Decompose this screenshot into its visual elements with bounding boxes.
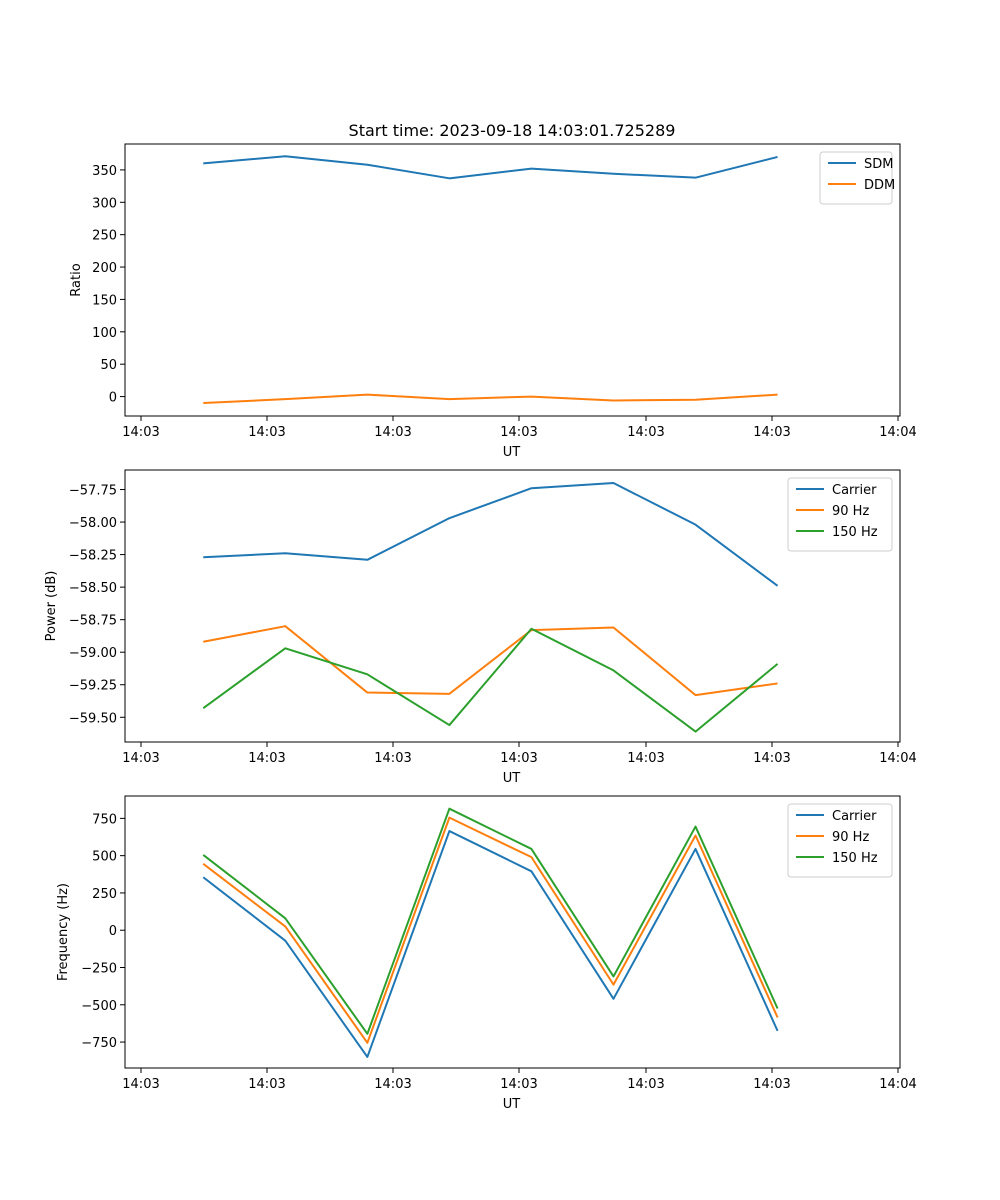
y-tick-label: −59.50 [69, 711, 117, 726]
subplot-1: 14:03 14:03 14:03 14:03 14:03 14:03 14:04 0 50 10… [69, 143, 917, 460]
y-tick-label: 350 [92, 164, 117, 179]
figure-title: Start time: 2023-09-18 14:03:01.725289 [349, 121, 676, 140]
x-tick-label: 14:04 [879, 1077, 916, 1092]
y-tick-label: 750 [92, 812, 117, 827]
y-tick-label: −57.75 [69, 484, 117, 499]
y-axis-label: Ratio [69, 263, 84, 296]
x-tick-label: 14:04 [879, 751, 916, 766]
y-tick-label: −250 [81, 961, 117, 976]
plot-area [125, 144, 900, 416]
series-line-90-hz [203, 625, 778, 697]
series-line-150-hz [202, 807, 779, 1035]
x-axis-label: UT [503, 771, 521, 786]
series-line-90-hz [202, 816, 779, 1044]
legend: Carrier 90 Hz 150 Hz [787, 477, 893, 552]
x-tick-label: 14:03 [627, 1077, 664, 1092]
y-tick-label: −58.75 [69, 614, 117, 629]
y-axis-label: Power (dB) [44, 571, 59, 642]
x-tick-label: 14:03 [753, 751, 790, 766]
subplot-2: 14:03 14:03 14:03 14:03 14:03 14:03 14:04 −59.5… [44, 469, 917, 786]
plot-area [125, 470, 900, 742]
y-tick-label: −59.25 [69, 679, 117, 694]
x-axis-label: UT [503, 1097, 521, 1112]
y-tick-label: 100 [92, 326, 117, 341]
x-tick-label: 14:03 [374, 1077, 411, 1092]
series-line-carrier [203, 482, 779, 587]
legend-label: 150 Hz [832, 525, 878, 540]
y-tick-label: 50 [100, 358, 117, 373]
x-tick-label: 14:03 [627, 425, 664, 440]
x-tick-label: 14:03 [753, 425, 790, 440]
y-tick-label: 0 [109, 924, 117, 939]
subplot-3: 14:03 14:03 14:03 14:03 14:03 14:03 14:04 −750 −… [56, 795, 917, 1112]
plot-area [125, 796, 900, 1068]
x-tick-label: 14:03 [500, 751, 537, 766]
legend-label: Carrier [832, 809, 877, 824]
legend-label: Carrier [832, 483, 877, 498]
x-tick-label: 14:03 [500, 1077, 537, 1092]
legend-label: 90 Hz [832, 504, 869, 519]
legend-box [787, 477, 893, 552]
y-axis-label: Frequency (Hz) [56, 883, 71, 981]
y-tick-label: −500 [81, 999, 117, 1014]
y-tick-label: 200 [92, 261, 117, 276]
axes-frame [124, 469, 901, 743]
y-tick-label: 500 [92, 850, 117, 865]
y-tick-label: 300 [92, 196, 117, 211]
x-tick-label: 14:03 [374, 425, 411, 440]
y-tick-label: −58.00 [69, 516, 117, 531]
y-tick-label: 0 [109, 391, 117, 406]
y-tick-label: −58.50 [69, 581, 117, 596]
series-line-ddm [203, 393, 778, 405]
x-tick-label: 14:03 [248, 425, 285, 440]
legend: SDM DDM [819, 151, 895, 205]
y-tick-label: −58.25 [69, 549, 117, 564]
y-tick-label: 250 [92, 229, 117, 244]
x-tick-label: 14:03 [753, 1077, 790, 1092]
legend-label: 90 Hz [832, 830, 869, 845]
y-tick-label: −59.00 [69, 646, 117, 661]
x-tick-label: 14:03 [122, 1077, 159, 1092]
axes-frame [124, 795, 901, 1069]
y-tick-label: 250 [92, 887, 117, 902]
legend-box [787, 803, 893, 878]
axes-frame [124, 143, 901, 417]
series-line-carrier [202, 830, 779, 1058]
y-tick-label: 150 [92, 293, 117, 308]
series-line-150-hz [202, 627, 779, 733]
legend-label: DDM [864, 178, 895, 193]
x-tick-label: 14:03 [122, 425, 159, 440]
legend-label: SDM [864, 157, 893, 172]
x-tick-label: 14:03 [248, 751, 285, 766]
x-tick-label: 14:03 [122, 751, 159, 766]
legend-label: 150 Hz [832, 851, 878, 866]
legend: Carrier 90 Hz 150 Hz [787, 803, 893, 878]
legend-box [819, 151, 893, 205]
x-tick-label: 14:03 [500, 425, 537, 440]
x-tick-label: 14:03 [248, 1077, 285, 1092]
x-tick-label: 14:03 [374, 751, 411, 766]
x-tick-label: 14:03 [627, 751, 664, 766]
x-tick-label: 14:04 [879, 425, 916, 440]
x-axis-label: UT [503, 445, 521, 460]
series-line-sdm [203, 155, 778, 180]
y-tick-label: −750 [81, 1036, 117, 1051]
